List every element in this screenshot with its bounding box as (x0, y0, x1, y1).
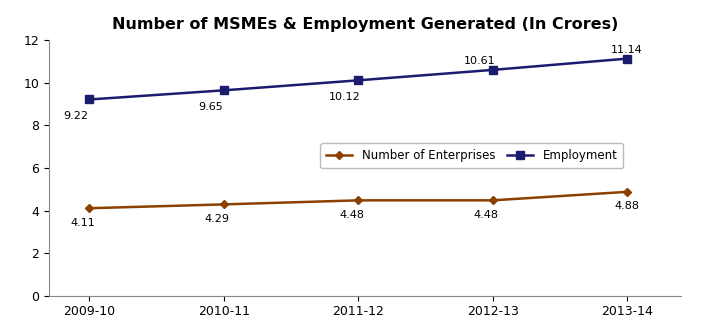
Text: 4.88: 4.88 (615, 201, 640, 211)
Employment (489, 68, 497, 72)
Line: Number of Enterprises: Number of Enterprises (86, 189, 630, 211)
Employment (220, 88, 228, 92)
Text: 9.65: 9.65 (198, 102, 223, 112)
Line: Employment: Employment (86, 55, 631, 103)
Employment (623, 56, 631, 60)
Employment (85, 97, 93, 101)
Number of Enterprises (354, 198, 362, 202)
Number of Enterprises (623, 190, 631, 194)
Text: 10.61: 10.61 (463, 56, 495, 66)
Text: 9.22: 9.22 (63, 111, 88, 121)
Text: 10.12: 10.12 (329, 92, 361, 102)
Number of Enterprises (489, 198, 497, 202)
Title: Number of MSMEs & Employment Generated (In Crores): Number of MSMEs & Employment Generated (… (112, 17, 618, 32)
Legend: Number of Enterprises, Employment: Number of Enterprises, Employment (320, 143, 623, 168)
Number of Enterprises (220, 202, 228, 206)
Text: 4.48: 4.48 (339, 210, 364, 220)
Number of Enterprises (85, 206, 93, 210)
Text: 4.29: 4.29 (205, 214, 230, 224)
Text: 11.14: 11.14 (611, 45, 643, 55)
Text: 4.48: 4.48 (474, 210, 498, 220)
Text: 4.11: 4.11 (70, 218, 95, 228)
Employment (354, 78, 362, 82)
